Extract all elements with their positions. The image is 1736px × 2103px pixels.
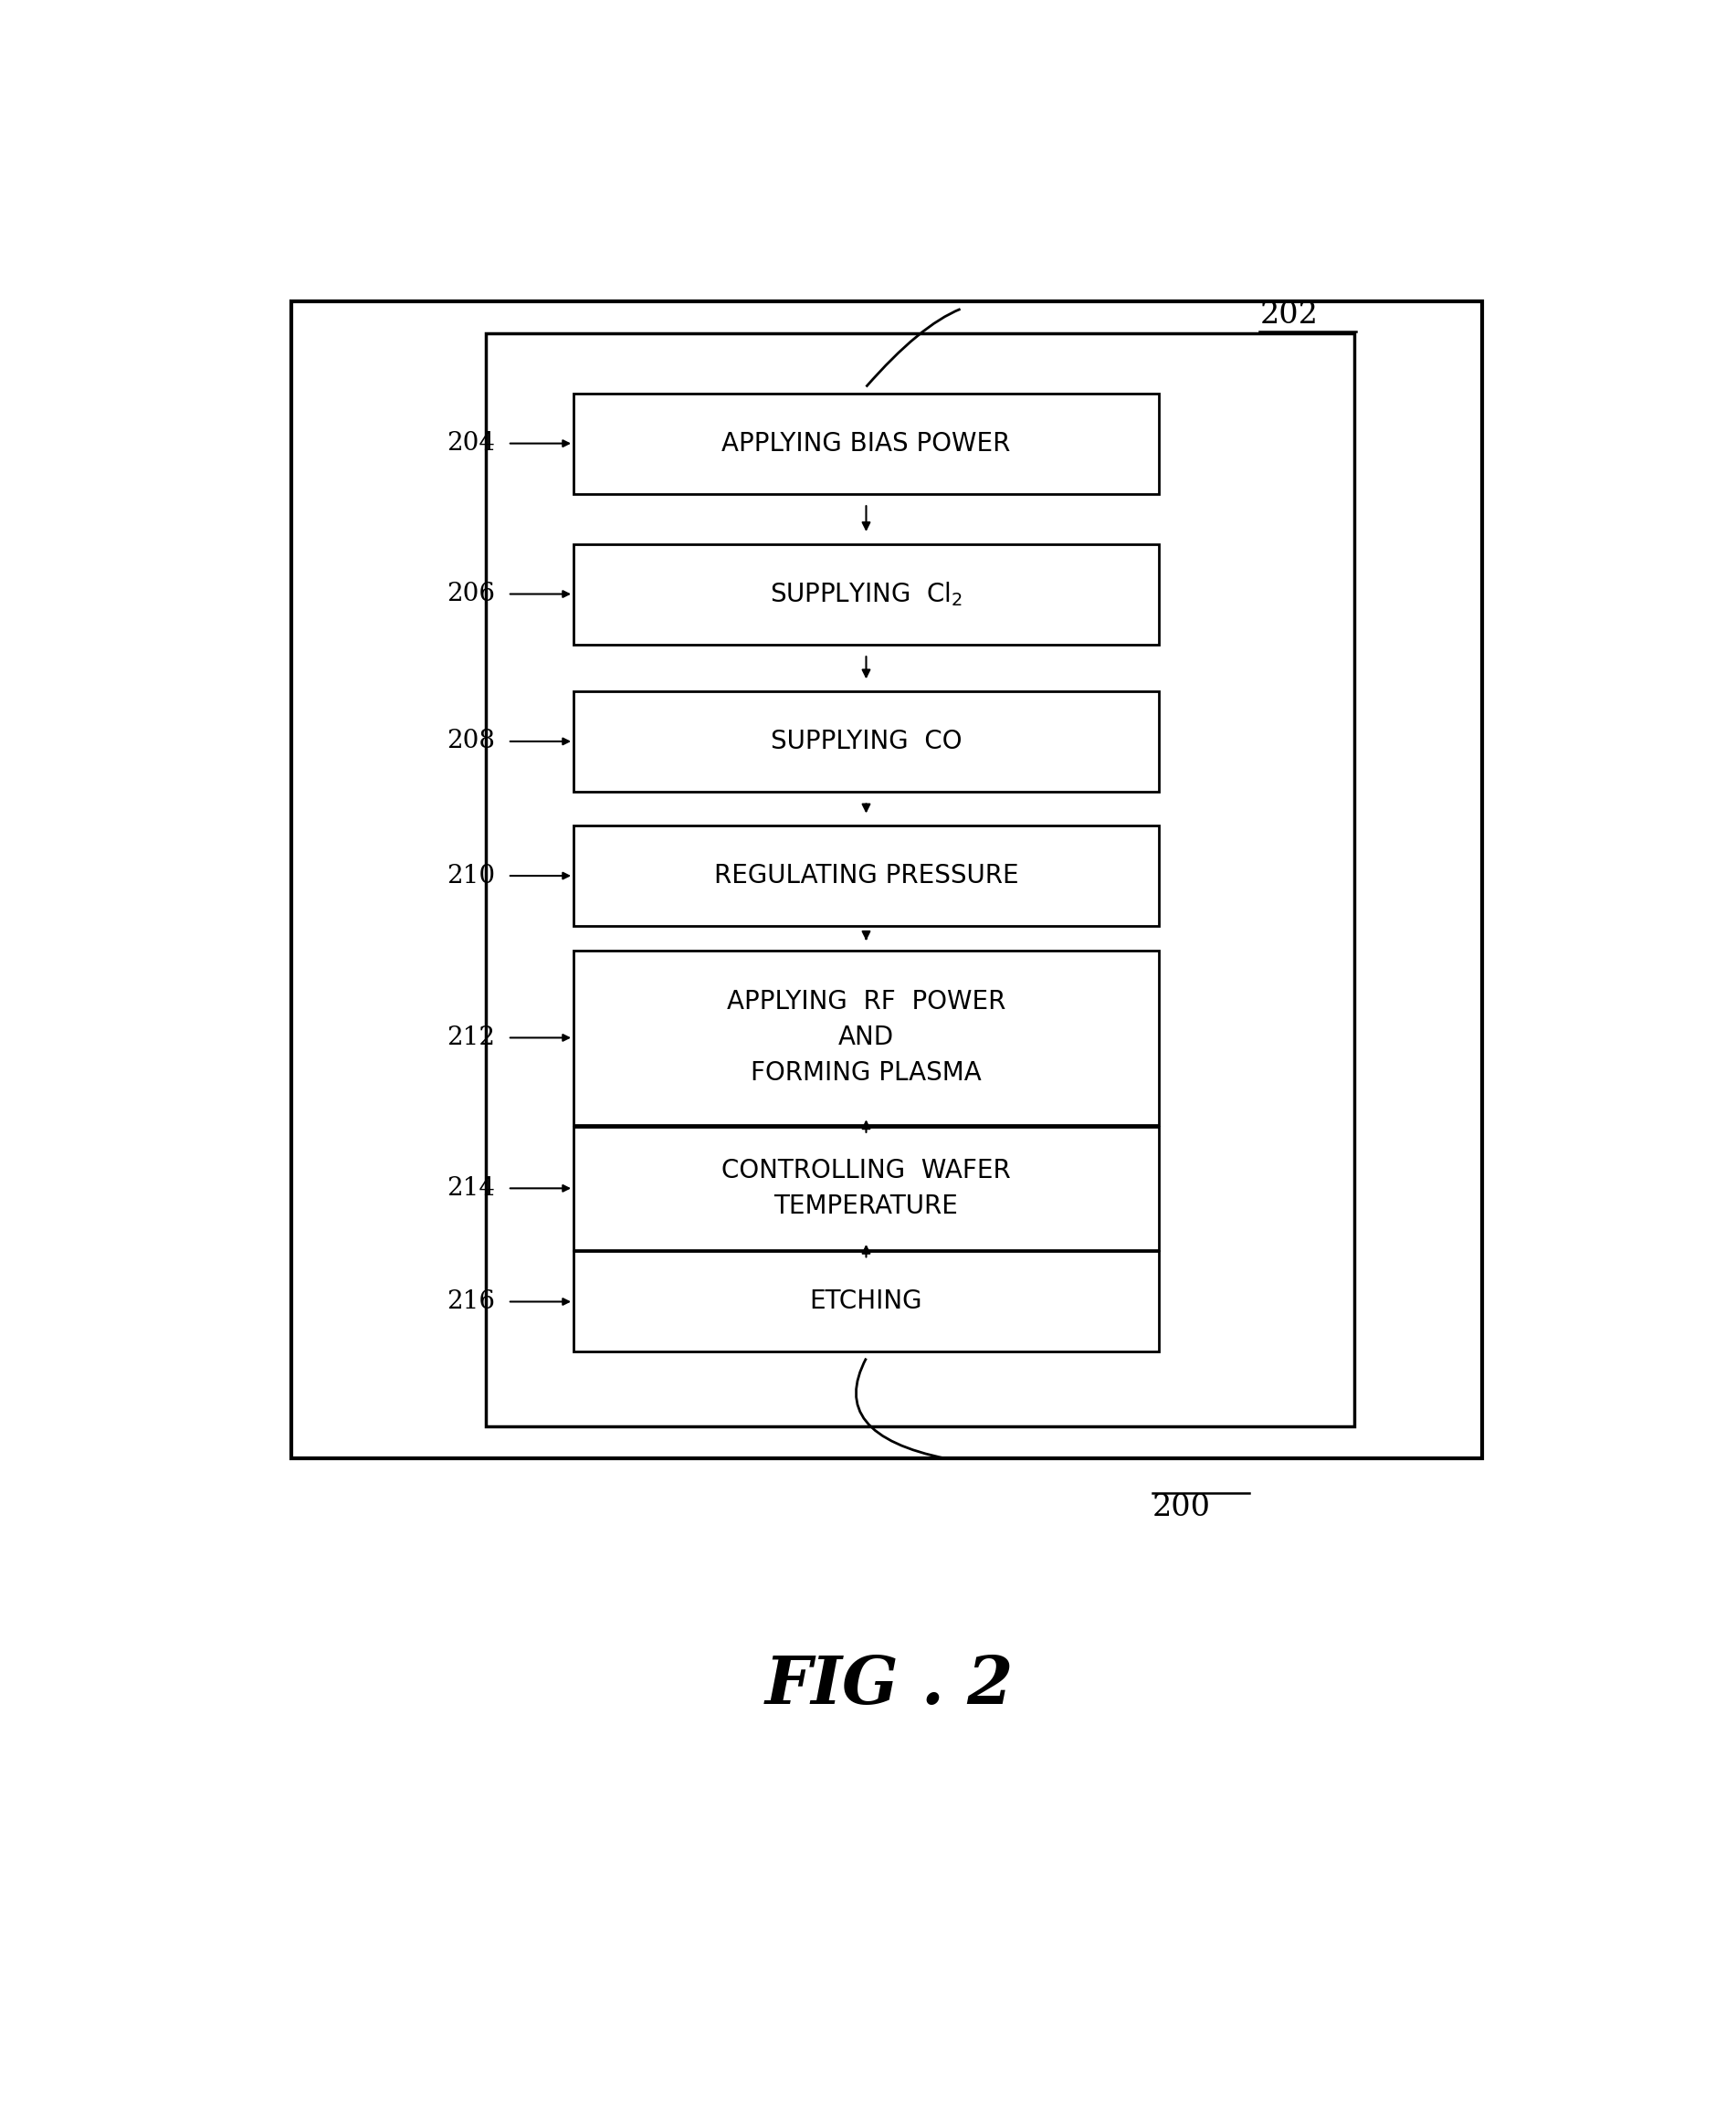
- Text: APPLYING BIAS POWER: APPLYING BIAS POWER: [722, 431, 1010, 456]
- Text: APPLYING  RF  POWER
AND
FORMING PLASMA: APPLYING RF POWER AND FORMING PLASMA: [727, 988, 1005, 1085]
- Text: 214: 214: [448, 1176, 495, 1201]
- Bar: [573, 692, 1160, 791]
- Text: 216: 216: [448, 1289, 495, 1314]
- Text: SUPPLYING  CO: SUPPLYING CO: [771, 728, 962, 755]
- Bar: [573, 951, 1160, 1125]
- Bar: [573, 545, 1160, 644]
- Text: 204: 204: [448, 431, 495, 456]
- Text: CONTROLLING  WAFER
TEMPERATURE: CONTROLLING WAFER TEMPERATURE: [722, 1159, 1010, 1220]
- Text: REGULATING PRESSURE: REGULATING PRESSURE: [713, 862, 1019, 890]
- Text: 210: 210: [446, 864, 495, 887]
- Text: ETCHING: ETCHING: [809, 1289, 922, 1314]
- Text: 208: 208: [448, 730, 495, 753]
- Bar: [573, 393, 1160, 494]
- Bar: [292, 301, 1483, 1459]
- Text: FIG . 2: FIG . 2: [766, 1653, 1014, 1718]
- Bar: [573, 826, 1160, 925]
- Bar: [486, 332, 1354, 1426]
- Text: 202: 202: [1260, 301, 1318, 330]
- Text: SUPPLYING  Cl$_2$: SUPPLYING Cl$_2$: [769, 580, 962, 608]
- Text: 200: 200: [1153, 1493, 1210, 1523]
- Text: 206: 206: [448, 583, 495, 606]
- Bar: [573, 1251, 1160, 1352]
- Bar: [573, 1127, 1160, 1249]
- Text: 212: 212: [448, 1026, 495, 1049]
